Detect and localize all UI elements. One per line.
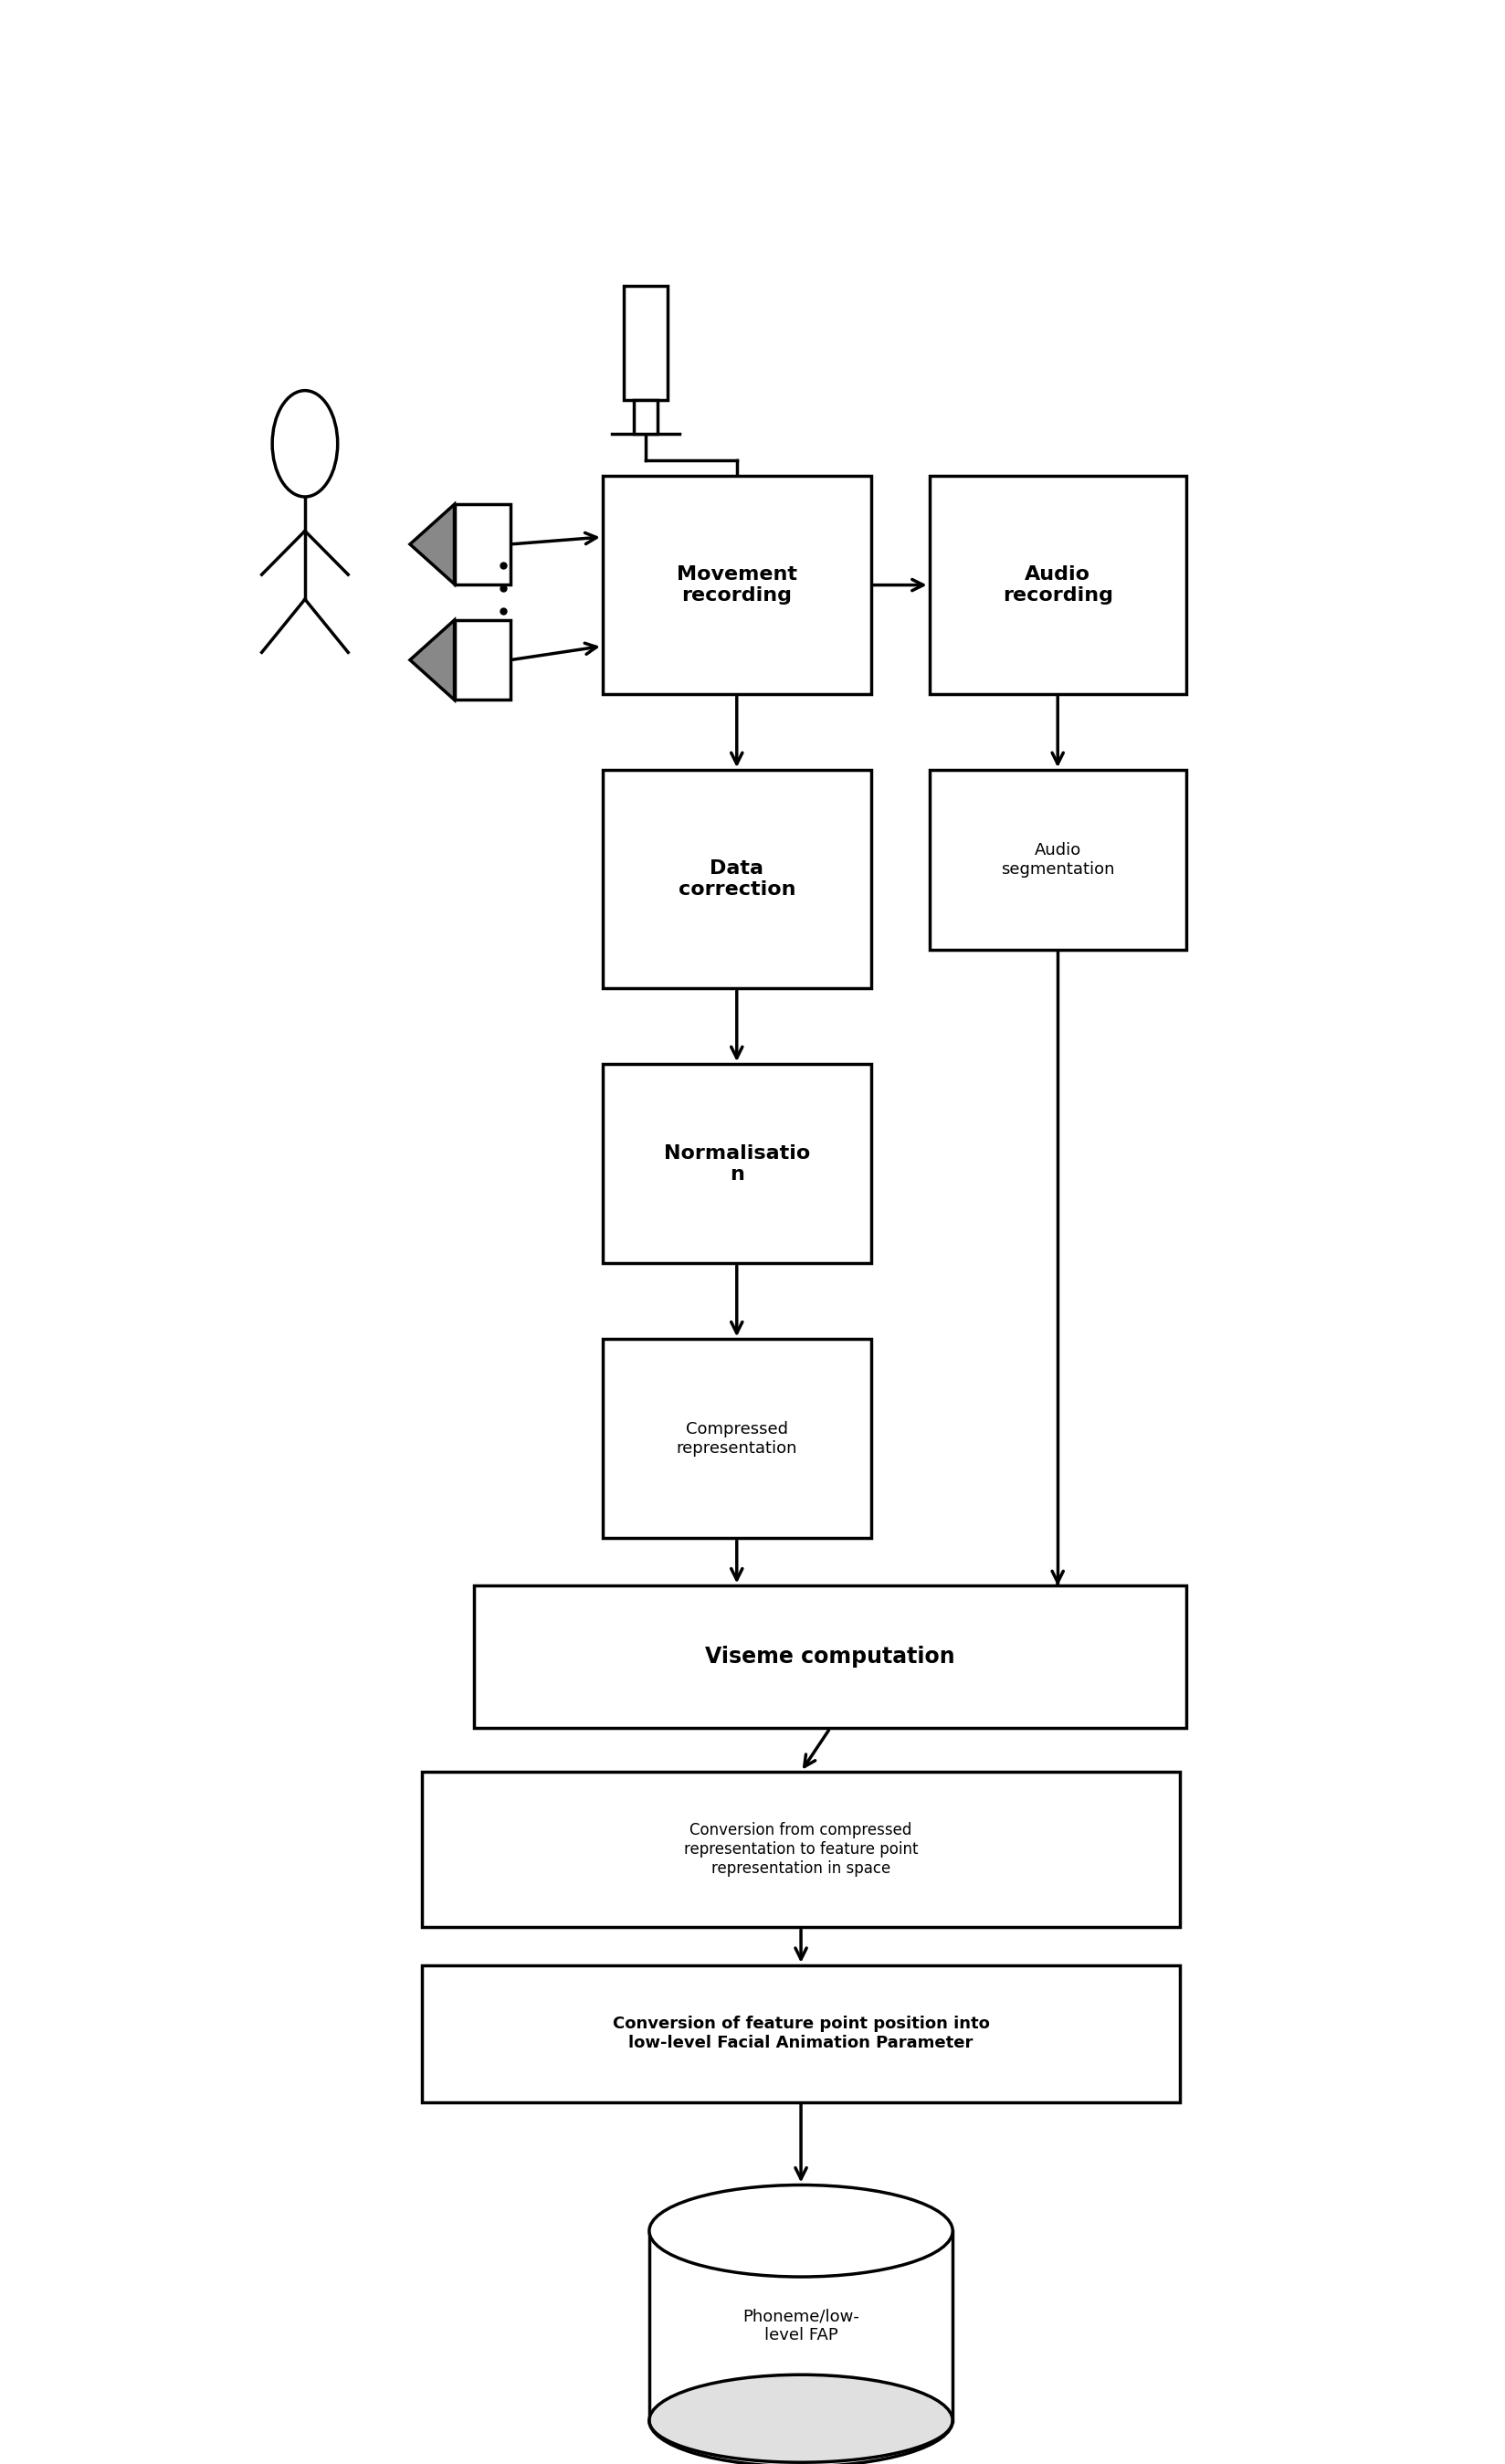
Text: Normalisatio
n: Normalisatio n <box>664 1143 810 1183</box>
Text: Movement
recording: Movement recording <box>676 564 796 604</box>
Circle shape <box>272 389 337 498</box>
Bar <box>929 476 1186 695</box>
Bar <box>455 621 510 700</box>
Bar <box>602 769 870 988</box>
Bar <box>929 769 1186 951</box>
Bar <box>602 1340 870 1538</box>
Bar <box>421 1966 1180 2102</box>
Text: Conversion from compressed
representation to feature point
representation in spa: Conversion from compressed representatio… <box>683 1823 918 1878</box>
Bar <box>634 399 658 434</box>
Text: Data
correction: Data correction <box>677 860 795 899</box>
Bar <box>421 1772 1180 1927</box>
Bar <box>623 286 668 399</box>
Polygon shape <box>409 621 455 700</box>
Bar <box>602 1064 870 1264</box>
Polygon shape <box>409 505 455 584</box>
Text: Compressed
representation: Compressed representation <box>676 1422 796 1456</box>
Text: Phoneme/low-
level FAP: Phoneme/low- level FAP <box>742 2309 859 2343</box>
Text: Conversion of feature point position into
low-level Facial Animation Parameter: Conversion of feature point position int… <box>613 2016 989 2053</box>
Ellipse shape <box>649 2375 953 2464</box>
Bar <box>602 476 870 695</box>
Bar <box>474 1587 1186 1727</box>
Text: Audio
recording: Audio recording <box>1002 564 1112 604</box>
Text: Viseme computation: Viseme computation <box>704 1646 954 1668</box>
Text: Audio
segmentation: Audio segmentation <box>1001 843 1114 877</box>
Bar <box>455 505 510 584</box>
Ellipse shape <box>649 2186 953 2277</box>
